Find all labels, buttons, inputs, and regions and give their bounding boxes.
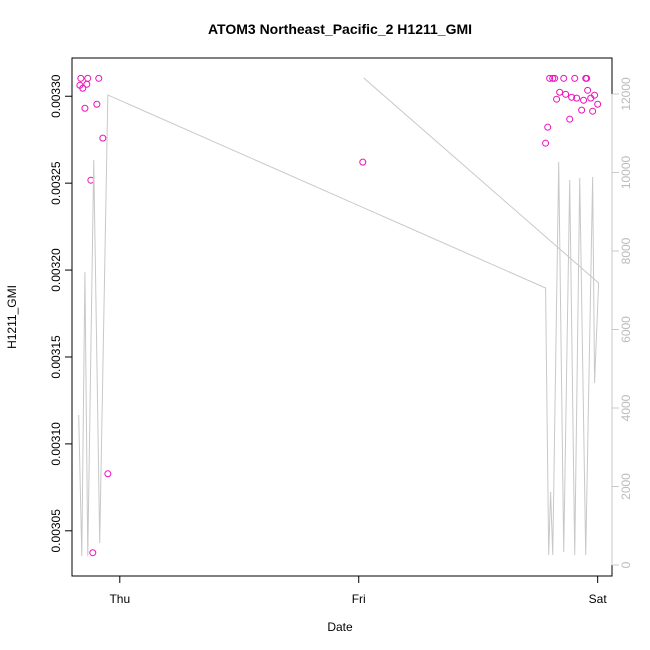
- data-point: [566, 115, 574, 123]
- data-point: [79, 84, 87, 92]
- y-tick-label: 0.00325: [49, 161, 63, 205]
- y-axis-title: H1211_GMI: [5, 285, 19, 349]
- data-point: [84, 74, 92, 82]
- y2-tick-label: 0: [619, 561, 633, 568]
- y2-tick-label: 8000: [619, 237, 633, 264]
- data-point: [104, 470, 112, 478]
- data-point: [571, 74, 579, 82]
- data-point: [562, 90, 570, 98]
- data-line: [78, 77, 600, 557]
- y-tick-label: 0.00305: [49, 509, 63, 553]
- chart-title: ATOM3 Northeast_Pacific_2 H1211_GMI: [208, 21, 472, 37]
- x-tick-label: Thu: [109, 592, 130, 606]
- y2-tick-label: 6000: [619, 316, 633, 343]
- y-tick-label: 0.00315: [49, 335, 63, 379]
- y-tick-label: 0.00320: [49, 248, 63, 292]
- data-point: [553, 95, 561, 103]
- data-point: [568, 93, 576, 101]
- data-point: [549, 74, 557, 82]
- data-point: [556, 88, 564, 96]
- data-point: [81, 104, 89, 112]
- data-point: [589, 107, 597, 115]
- data-point: [573, 94, 581, 102]
- y2-tick-label: 10000: [619, 155, 633, 189]
- data-point: [594, 100, 602, 108]
- data-point: [580, 96, 588, 104]
- x-tick-label: Fri: [352, 592, 366, 606]
- x-axis-title: Date: [327, 620, 353, 634]
- plot-frame: [71, 57, 613, 577]
- data-point: [77, 74, 85, 82]
- data-point: [544, 123, 552, 131]
- y2-tick-label: 12000: [619, 77, 633, 111]
- data-point: [551, 74, 559, 82]
- data-point: [560, 74, 568, 82]
- data-point: [359, 158, 367, 166]
- data-point: [93, 100, 101, 108]
- data-point: [95, 74, 103, 82]
- y2-tick-label: 4000: [619, 394, 633, 421]
- data-point: [546, 74, 554, 82]
- data-point: [578, 106, 586, 114]
- y-tick-label: 0.00310: [49, 422, 63, 466]
- y2-tick-label: 2000: [619, 473, 633, 500]
- y-tick-label: 0.00330: [49, 74, 63, 118]
- data-point: [83, 80, 91, 88]
- x-tick-label: Sat: [589, 592, 608, 606]
- data-point: [99, 134, 107, 142]
- data-point: [542, 139, 550, 147]
- data-point: [591, 91, 599, 99]
- data-point: [584, 86, 592, 94]
- data-point: [583, 74, 591, 82]
- data-point: [89, 549, 97, 557]
